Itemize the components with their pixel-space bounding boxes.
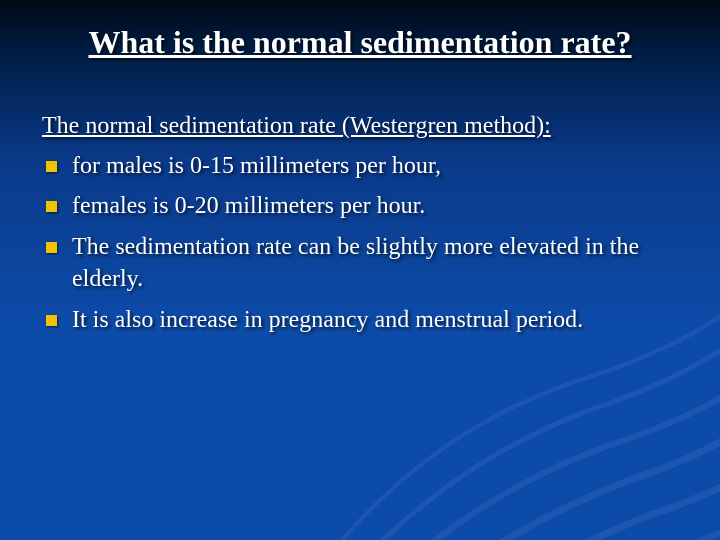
bullet-item: The sedimentation rate can be slightly m… <box>42 231 680 296</box>
slide-container: What is the normal sedimentation rate? T… <box>0 0 720 540</box>
slide-title: What is the normal sedimentation rate? <box>40 24 680 61</box>
bullet-item: It is also increase in pregnancy and men… <box>42 304 680 336</box>
bullet-item: for males is 0-15 millimeters per hour, <box>42 150 680 182</box>
bullet-item: females is 0-20 millimeters per hour. <box>42 190 680 222</box>
bullet-list: for males is 0-15 millimeters per hour, … <box>40 150 680 336</box>
slide-subtitle: The normal sedimentation rate (Westergre… <box>42 113 680 140</box>
